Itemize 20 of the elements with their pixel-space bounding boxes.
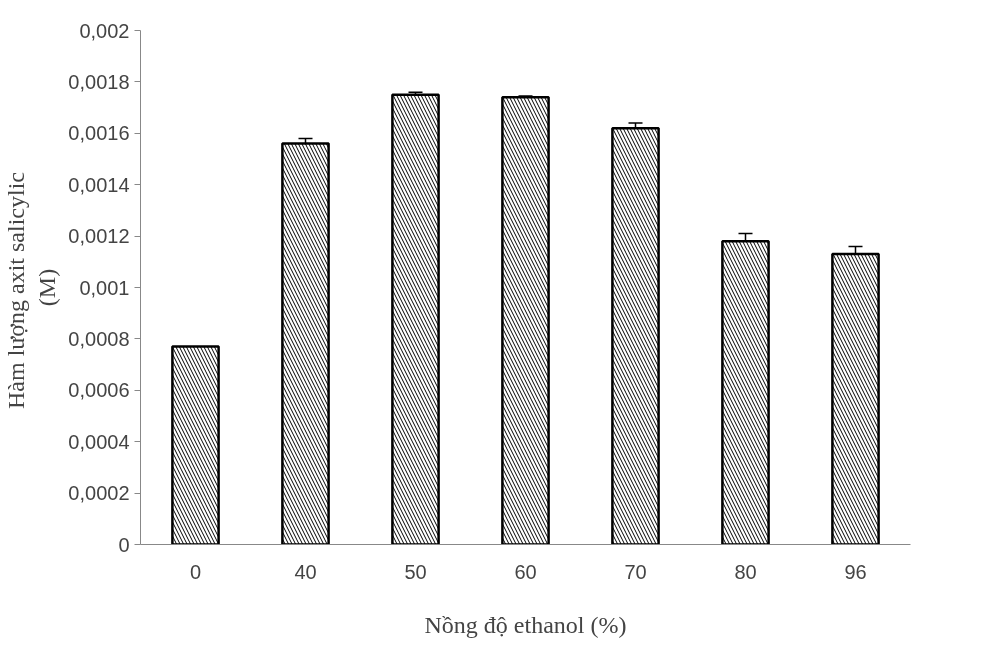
y-tick-label: 0	[118, 533, 130, 556]
y-tick-label: 0,0016	[68, 122, 130, 145]
x-tick-label: 0	[189, 560, 202, 583]
x-tick-label: 50	[404, 560, 427, 583]
x-axis-title: Nồng độ ethanol (%)	[424, 611, 627, 638]
y-tick-label: 0,0006	[68, 379, 130, 402]
x-tick-label: 80	[734, 560, 757, 583]
y-tick-label: 0,001	[79, 276, 130, 299]
x-tick-label: 60	[514, 560, 537, 583]
x-tick-label: 96	[844, 560, 867, 583]
x-tick-label: 70	[624, 560, 647, 583]
y-tick-label: 0,0018	[68, 70, 130, 93]
y-tick-label: 0,002	[79, 19, 130, 42]
x-tick-label: 40	[294, 560, 317, 583]
y-tick-label: 0,0012	[68, 225, 130, 248]
y-tick-label: 0,0014	[68, 173, 130, 196]
y-tick-label: 0,0002	[68, 482, 130, 505]
y-tick-label: 0,0008	[68, 327, 130, 350]
y-tick-label: 0,0004	[68, 430, 130, 453]
y-axis-title: Hàm lượng axit salicylic (M)	[3, 172, 61, 409]
